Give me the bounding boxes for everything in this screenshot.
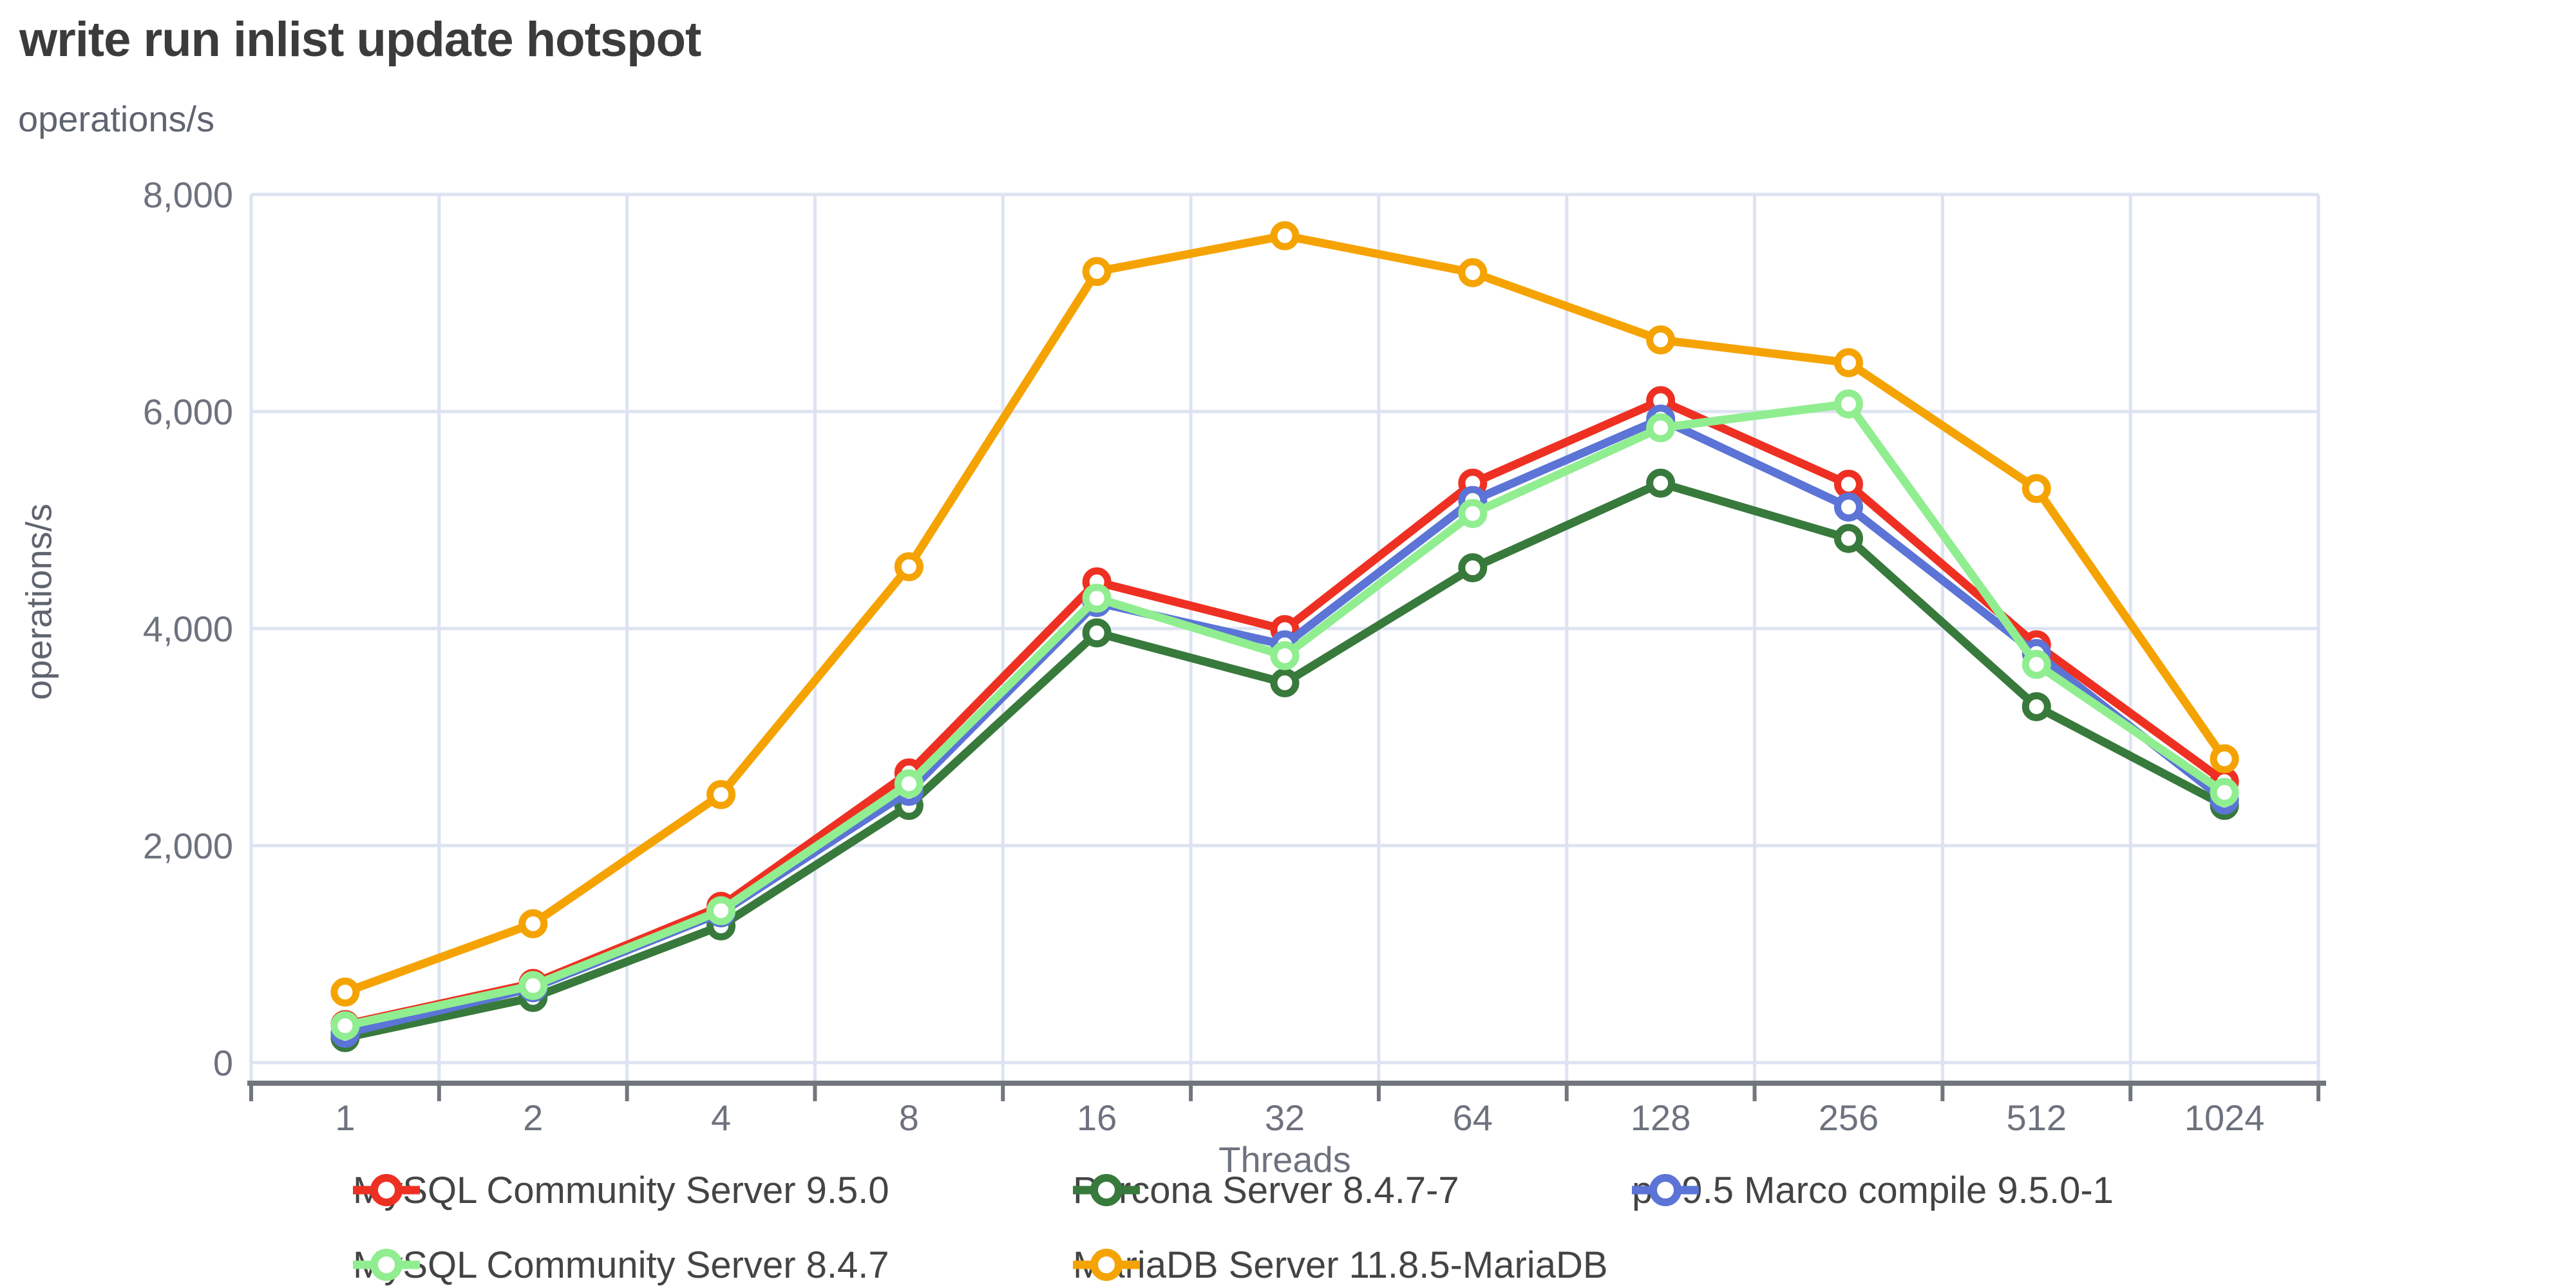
legend-item-ps-9-5-marco-compile-9-5-0-1[interactable]: ps 9.5 Marco compile 9.5.0-1: [1632, 1167, 2114, 1213]
x-tick-label: 1: [335, 1097, 355, 1138]
x-tick-label: 1024: [2184, 1097, 2265, 1138]
x-tick-label: 64: [1453, 1097, 1493, 1138]
series-marker-percona-server-8-4-7-7[interactable]: [1646, 468, 1676, 498]
series-marker-mariadb-server-11-8-5-mariadb[interactable]: [330, 977, 360, 1007]
x-tick-label: 2: [523, 1097, 543, 1138]
series-marker-mysql-community-server-8-4-7[interactable]: [894, 769, 923, 799]
series-marker-mysql-community-server-8-4-7[interactable]: [330, 1011, 360, 1041]
series-marker-percona-server-8-4-7-7[interactable]: [1270, 668, 1300, 697]
series-marker-mysql-community-server-8-4-7[interactable]: [1458, 498, 1488, 528]
x-axis-label: Threads: [1218, 1139, 1351, 1180]
legend-label: MySQL Community Server 8.4.7: [353, 1244, 889, 1286]
series-marker-mysql-community-server-8-4-7[interactable]: [1646, 413, 1676, 442]
y-axis-unit-label-top: operations/s: [18, 99, 215, 139]
series-marker-percona-server-8-4-7-7[interactable]: [1833, 524, 1863, 553]
legend-item-mysql-community-server-8-4-7[interactable]: MySQL Community Server 8.4.7: [353, 1242, 889, 1288]
y-tick-label: 8,000: [143, 175, 233, 215]
legend-label: MariaDB Server 11.8.5-MariaDB: [1073, 1244, 1608, 1286]
legend-marker-icon: [1073, 1249, 1140, 1281]
series-marker-mysql-community-server-8-4-7[interactable]: [1833, 389, 1863, 419]
series-marker-mariadb-server-11-8-5-mariadb[interactable]: [1833, 348, 1863, 377]
series-marker-mariadb-server-11-8-5-mariadb[interactable]: [1646, 325, 1676, 355]
series-marker-mariadb-server-11-8-5-mariadb[interactable]: [2210, 744, 2239, 773]
series-marker-mariadb-server-11-8-5-mariadb[interactable]: [1458, 258, 1488, 287]
y-tick-label: 6,000: [143, 392, 233, 432]
series-marker-mysql-community-server-8-4-7[interactable]: [1270, 641, 1300, 670]
legend-item-percona-server-8-4-7-7[interactable]: Percona Server 8.4.7-7: [1073, 1167, 1459, 1213]
x-tick-label: 256: [1819, 1097, 1879, 1138]
legend-item-mariadb-server-11-8-5-mariadb[interactable]: MariaDB Server 11.8.5-MariaDB: [1073, 1242, 1608, 1288]
series-marker-mariadb-server-11-8-5-mariadb[interactable]: [894, 552, 923, 582]
series-marker-mysql-community-server-8-4-7[interactable]: [2022, 650, 2051, 679]
legend-marker-icon: [1073, 1174, 1140, 1206]
x-tick-label: 512: [2007, 1097, 2067, 1138]
series-marker-mysql-community-server-8-4-7[interactable]: [1082, 583, 1112, 613]
series-marker-mariadb-server-11-8-5-mariadb[interactable]: [2022, 474, 2051, 504]
x-tick-label: 4: [711, 1097, 731, 1138]
x-tick-label: 8: [899, 1097, 919, 1138]
legend-marker-icon: [1632, 1174, 1699, 1206]
legend-marker-icon: [353, 1174, 420, 1206]
series-marker-mysql-community-server-9-5-0[interactable]: [1833, 469, 1863, 499]
legend-item-mysql-community-server-9-5-0[interactable]: MySQL Community Server 9.5.0: [353, 1167, 889, 1213]
series-marker-percona-server-8-4-7-7[interactable]: [1082, 618, 1112, 648]
series-marker-mariadb-server-11-8-5-mariadb[interactable]: [518, 909, 548, 938]
x-tick-label: 128: [1631, 1097, 1690, 1138]
y-axis-label: operations/s: [18, 503, 59, 701]
x-tick-label: 32: [1265, 1097, 1305, 1138]
series-marker-mariadb-server-11-8-5-mariadb[interactable]: [1082, 257, 1112, 287]
series-marker-mariadb-server-11-8-5-mariadb[interactable]: [706, 780, 736, 810]
x-tick-label: 16: [1077, 1097, 1117, 1138]
series-marker-mysql-community-server-8-4-7[interactable]: [2210, 777, 2239, 807]
series-marker-ps-9-5-marco-compile-9-5-0-1[interactable]: [1833, 492, 1863, 522]
y-tick-label: 2,000: [143, 826, 233, 866]
series-marker-mysql-community-server-8-4-7[interactable]: [518, 971, 548, 1000]
series-marker-percona-server-8-4-7-7[interactable]: [1458, 553, 1488, 583]
series-marker-mysql-community-server-8-4-7[interactable]: [706, 896, 736, 925]
legend-label: MySQL Community Server 9.5.0: [353, 1169, 889, 1211]
legend-label: ps 9.5 Marco compile 9.5.0-1: [1632, 1169, 2114, 1211]
series-marker-percona-server-8-4-7-7[interactable]: [2022, 692, 2051, 721]
y-tick-label: 4,000: [143, 609, 233, 649]
chart-title: write run inlist update hotspot: [19, 12, 701, 67]
series-marker-mariadb-server-11-8-5-mariadb[interactable]: [1270, 221, 1300, 251]
legend-marker-icon: [353, 1249, 420, 1281]
y-tick-label: 0: [213, 1043, 233, 1083]
